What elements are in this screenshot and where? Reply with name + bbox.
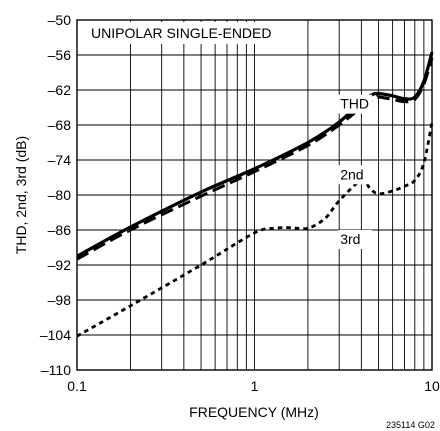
x-axis-title: FREQUENCY (MHz) [189, 404, 319, 420]
y-tick-label: –74 [48, 152, 72, 168]
y-tick-label: –50 [48, 12, 72, 28]
plot-border [76, 19, 433, 371]
x-tick-labels: 0.1 1 10 [67, 378, 440, 394]
series-label-thd: THD [340, 96, 369, 112]
y-tick-label: –68 [48, 117, 72, 133]
grid [77, 19, 432, 371]
y-tick-label: –98 [48, 292, 72, 308]
series-label-backdrop [338, 94, 373, 114]
y-tick-labels: –50 –56 –62 –68 –74 –80 –86 –92 –98 –104 –110 [40, 12, 71, 378]
series-label-backdrop [338, 230, 373, 249]
series-label-2nd: 2nd [340, 166, 363, 182]
x-tick-label: 10 [424, 378, 440, 394]
x-tick-label: 1 [251, 378, 259, 394]
y-tick-label: –86 [48, 222, 72, 238]
series-line-3rd [76, 121, 434, 338]
series-label-backdrop [338, 165, 373, 185]
series-labels: THD 2nd 3rd [338, 94, 373, 249]
y-tick-label: –110 [41, 362, 71, 378]
x-tick-label: 0.1 [67, 378, 87, 394]
y-tick-label: –80 [48, 187, 72, 203]
series-label-3rd: 3rd [340, 231, 360, 247]
y-tick-label: –62 [48, 82, 72, 98]
chart-annotation: UNIPOLAR SINGLE-ENDED [91, 25, 271, 41]
annotation-backdrop [86, 22, 292, 44]
y-tick-label: –56 [48, 47, 72, 63]
y-tick-label: –92 [48, 257, 72, 273]
y-axis-title: THD, 2nd, 3rd (dB) [13, 136, 29, 254]
figure-id: 235114 G02 [386, 420, 435, 430]
y-tick-label: –104 [40, 327, 71, 343]
